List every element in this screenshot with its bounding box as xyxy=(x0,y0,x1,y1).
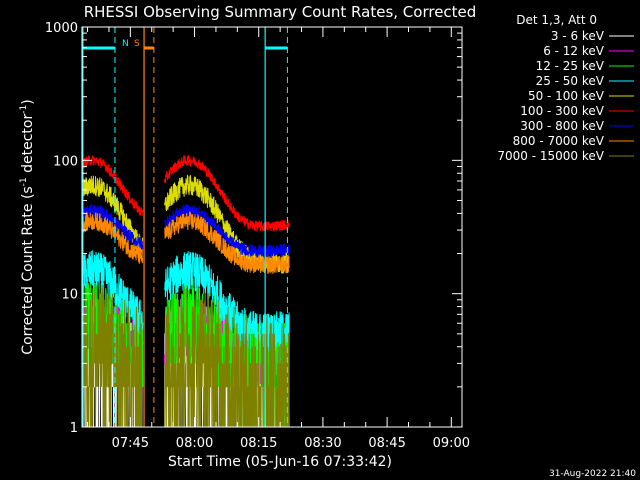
y-axis-ticks: 1 10 100 1000 xyxy=(45,21,462,436)
legend-label: 3 - 6 keV xyxy=(551,29,605,43)
footer-date: 31-Aug-2022 21:40 xyxy=(549,469,636,479)
x-tick-label: 07:45 xyxy=(112,436,149,451)
x-tick-label: 08:15 xyxy=(240,436,277,451)
series-line xyxy=(81,175,144,254)
series-300-800kev xyxy=(81,203,290,259)
series-7000-15000kev xyxy=(81,283,290,428)
chart-title: RHESSI Observing Summary Count Rates, Co… xyxy=(84,3,477,21)
y-tick-label: 1 xyxy=(70,421,78,436)
y-axis-label: Corrected Count Rate (s-1 detector-1) xyxy=(19,99,36,354)
series-line xyxy=(164,251,290,352)
y-tick-label: 10 xyxy=(61,288,78,303)
x-tick-label: 08:00 xyxy=(176,436,213,451)
plot-frame xyxy=(81,26,463,428)
legend-label: 100 - 300 keV xyxy=(520,104,604,118)
series-line xyxy=(81,203,144,251)
legend-label: 300 - 800 keV xyxy=(520,119,604,133)
series-line xyxy=(81,250,144,337)
series-line xyxy=(81,283,143,428)
legend-header: Det 1,3, Att 0 xyxy=(516,13,597,27)
x-tick-label: 08:45 xyxy=(368,436,405,451)
legend-label: 7000 - 15000 keV xyxy=(497,149,604,163)
series-line xyxy=(164,283,290,428)
series-line xyxy=(81,154,144,217)
annotation-label: S xyxy=(134,39,140,49)
legend-label: 50 - 100 keV xyxy=(528,89,605,103)
y-label-sup: -1 xyxy=(19,177,29,186)
series-line xyxy=(164,154,290,232)
series-25-50kev xyxy=(81,250,290,352)
legend-label: 6 - 12 keV xyxy=(543,44,605,58)
x-axis-label: Start Time (05-Jun-16 07:33:42) xyxy=(168,454,392,470)
x-tick-label: 09:00 xyxy=(433,436,470,451)
y-label-part: ) xyxy=(20,99,36,104)
series-100-300kev xyxy=(81,154,290,232)
y-label-sup: -1 xyxy=(19,105,29,114)
x-tick-label: 08:30 xyxy=(304,436,341,451)
legend-label: 800 - 7000 keV xyxy=(513,134,605,148)
y-tick-label: 1000 xyxy=(45,21,78,36)
series-800-7000kev xyxy=(81,211,290,274)
series-line xyxy=(81,211,144,264)
x-axis-ticks: 07:45 08:00 08:15 08:30 08:45 09:00 xyxy=(87,27,470,451)
y-tick-label: 100 xyxy=(53,154,78,169)
legend-label: 12 - 25 keV xyxy=(536,59,605,73)
legend-label: 25 - 50 keV xyxy=(536,74,605,88)
y-label-part: Corrected Count Rate (s xyxy=(20,186,36,354)
annotation-label: N xyxy=(122,39,129,49)
series-line xyxy=(164,204,290,259)
series-line xyxy=(164,211,290,274)
y-label-part: detector xyxy=(20,114,36,178)
